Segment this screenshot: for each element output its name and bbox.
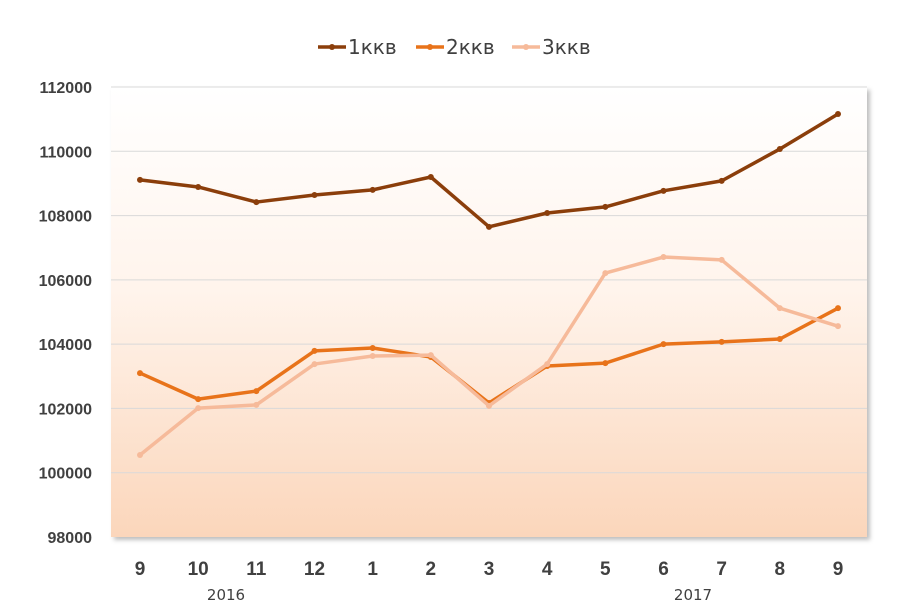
data-point <box>602 270 609 277</box>
data-point <box>776 305 783 312</box>
data-point <box>427 352 434 359</box>
x-tick-label: 11 <box>246 559 267 580</box>
x-tick-label: 5 <box>600 559 611 580</box>
legend-marker <box>427 44 433 50</box>
y-tick-label: 102000 <box>39 401 92 418</box>
data-point <box>195 405 202 412</box>
data-point <box>137 370 143 377</box>
year-label: 2016 <box>207 586 245 604</box>
x-tick-label: 2 <box>426 559 437 580</box>
legend-marker <box>523 44 529 50</box>
x-tick-label: 7 <box>716 559 727 580</box>
data-point <box>311 347 318 354</box>
data-point <box>718 177 725 184</box>
legend-marker <box>329 44 335 50</box>
x-tick-label: 4 <box>542 559 553 580</box>
data-point <box>137 176 143 183</box>
legend-item: 3ккв <box>512 35 591 59</box>
legend-item: 2ккв <box>416 35 495 59</box>
x-tick-label: 10 <box>188 559 209 580</box>
data-point <box>660 187 667 194</box>
data-point <box>835 305 841 312</box>
data-point <box>718 256 725 263</box>
x-tick-label: 3 <box>484 559 495 580</box>
data-point <box>486 223 492 230</box>
data-point <box>137 452 143 459</box>
data-point <box>195 183 202 190</box>
legend-label: 3ккв <box>542 35 591 59</box>
data-point <box>369 345 376 351</box>
x-tick-label: 9 <box>833 559 844 580</box>
x-tick-label: 8 <box>775 559 786 580</box>
x-tick-label: 9 <box>135 559 146 580</box>
data-point <box>776 146 783 153</box>
data-point <box>602 360 609 367</box>
y-tick-label: 98000 <box>48 530 93 547</box>
series-1 <box>137 111 841 230</box>
data-point <box>544 210 551 216</box>
data-point <box>311 361 318 368</box>
data-point <box>602 203 609 210</box>
year-label: 2017 <box>674 586 712 604</box>
legend-label: 2ккв <box>446 35 495 59</box>
data-point <box>718 338 725 345</box>
data-point <box>486 402 492 409</box>
data-point <box>369 353 376 360</box>
y-tick-label: 110000 <box>39 144 92 161</box>
plot-area <box>111 87 867 537</box>
y-tick-label: 106000 <box>39 273 92 290</box>
data-point <box>544 361 551 368</box>
data-point <box>253 401 260 408</box>
x-tick-label: 12 <box>304 559 325 580</box>
data-point <box>660 254 667 261</box>
y-tick-label: 108000 <box>39 209 92 226</box>
data-point <box>427 174 434 180</box>
data-point <box>369 186 376 193</box>
series-3 <box>137 254 841 459</box>
legend-label: 1ккв <box>348 35 397 59</box>
legend-item: 1ккв <box>318 35 397 59</box>
data-point <box>835 323 841 330</box>
x-tick-label: 1 <box>367 559 378 580</box>
data-point <box>835 111 841 117</box>
y-tick-label: 104000 <box>39 337 92 354</box>
y-tick-label: 100000 <box>39 466 92 483</box>
data-point <box>253 199 260 206</box>
x-tick-label: 6 <box>658 559 669 580</box>
data-point <box>195 396 202 403</box>
data-point <box>311 192 318 198</box>
data-point <box>253 388 260 395</box>
data-point <box>776 336 783 342</box>
y-tick-label: 112000 <box>39 80 92 97</box>
data-point <box>660 341 667 348</box>
